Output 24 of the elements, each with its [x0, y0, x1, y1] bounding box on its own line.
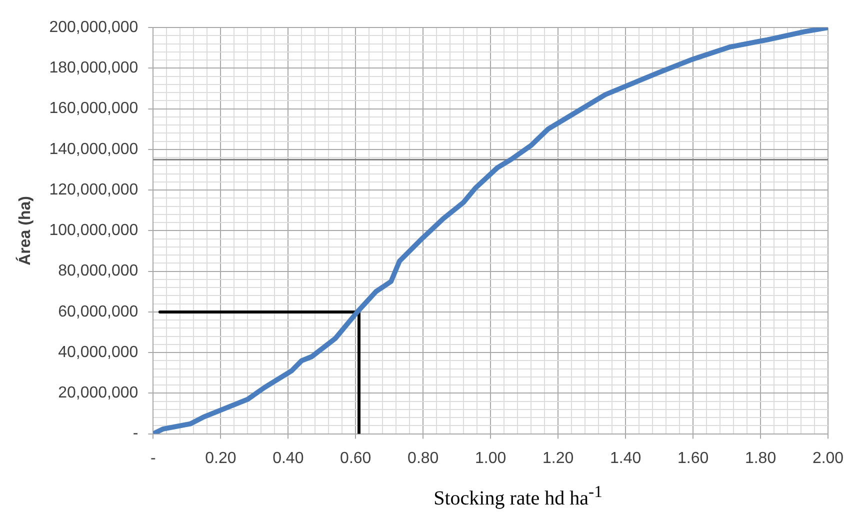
x-axis-title: Stocking rate hd ha$^{-1}$	[432, 482, 604, 511]
y-tick-label: 80,000,000	[58, 262, 138, 280]
x-tick-label: 0.60	[340, 450, 372, 467]
y-tick-label: 140,000,000	[49, 140, 138, 158]
x-tick-label: 1.20	[542, 450, 574, 467]
y-tick-label: 60,000,000	[58, 303, 138, 320]
y-tick-label: 100,000,000	[49, 222, 138, 240]
y-axis-title: Área (ha)	[15, 196, 34, 266]
x-tick-label: -	[150, 450, 156, 467]
y-tick-label: -	[132, 425, 138, 442]
x-tick-label: 0.80	[408, 450, 439, 467]
y-tick-label: 40,000,000	[58, 344, 138, 361]
y-tick-label: 20,000,000	[58, 384, 138, 402]
x-tick-label: 1.80	[744, 450, 776, 467]
x-tick-label: 0.20	[205, 450, 236, 467]
x-tick-label: 1.60	[677, 450, 709, 467]
x-tick-label: 0.40	[272, 450, 304, 467]
y-tick-label: 180,000,000	[49, 60, 138, 77]
x-tick-label: 2.00	[812, 450, 844, 467]
y-tick-label: 160,000,000	[49, 100, 138, 118]
x-tick-label: 1.00	[475, 450, 506, 467]
x-tick-label: 1.40	[610, 450, 642, 467]
y-tick-label: 200,000,000	[49, 19, 138, 36]
y-tick-label: 120,000,000	[49, 181, 138, 198]
